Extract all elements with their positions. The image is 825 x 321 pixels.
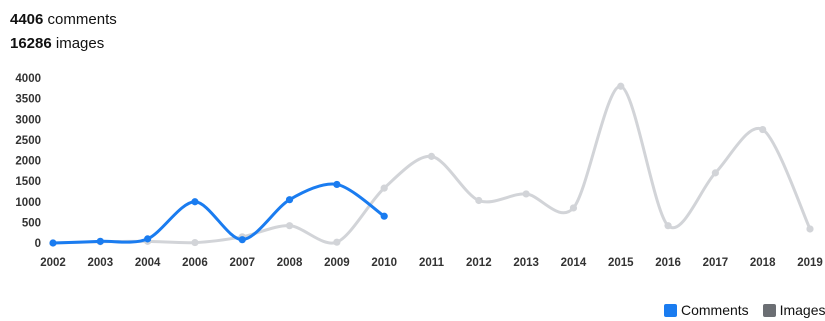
x-tick-label-2009: 2009 — [324, 257, 350, 269]
point-comments-2004[interactable] — [144, 235, 152, 243]
point-comments-2002[interactable] — [49, 239, 57, 247]
y-tick-label-8: 4000 — [15, 73, 41, 85]
point-images-2010[interactable] — [380, 184, 388, 192]
point-comments-2010[interactable] — [380, 212, 388, 220]
x-tick-label-2007: 2007 — [229, 257, 255, 269]
legend-label-images: Images — [779, 302, 825, 318]
images-count: 16286 — [10, 35, 52, 52]
y-tick-label-2: 1000 — [15, 197, 41, 209]
point-images-2014[interactable] — [569, 204, 578, 212]
x-tick-label-2004: 2004 — [135, 257, 161, 269]
point-images-2006[interactable] — [191, 238, 199, 247]
x-tick-label-2018: 2018 — [750, 257, 776, 269]
x-tick-label-2017: 2017 — [703, 257, 729, 269]
legend-swatch-images — [762, 303, 776, 317]
point-comments-2006[interactable] — [191, 198, 199, 206]
y-tick-label-7: 3500 — [15, 94, 41, 106]
point-images-2008[interactable] — [285, 222, 294, 230]
x-tick-label-2019: 2019 — [797, 257, 823, 269]
x-tick-label-2012: 2012 — [466, 257, 492, 269]
chart-legend: Comments Images — [664, 302, 825, 320]
point-images-2012[interactable] — [475, 196, 483, 205]
point-images-2011[interactable] — [427, 152, 436, 160]
point-comments-2009[interactable] — [333, 180, 341, 189]
x-tick-label-2011: 2011 — [419, 257, 445, 269]
point-images-2016[interactable] — [664, 222, 672, 230]
x-tick-label-2006: 2006 — [182, 257, 208, 269]
legend-item-comments[interactable]: Comments — [664, 302, 749, 318]
y-tick-label-3: 1500 — [15, 176, 41, 188]
x-tick-label-2013: 2013 — [513, 257, 539, 269]
y-tick-label-0: 0 — [35, 238, 41, 250]
legend-item-images[interactable]: Images — [762, 302, 825, 318]
legend-label-comments: Comments — [681, 302, 749, 318]
y-tick-label-5: 2500 — [15, 135, 41, 147]
point-comments-2007[interactable] — [238, 236, 246, 244]
point-images-2017[interactable] — [711, 169, 719, 177]
series-line-comments — [51, 182, 386, 245]
point-images-2013[interactable] — [522, 190, 530, 198]
point-comments-2008[interactable] — [285, 196, 294, 204]
x-tick-label-2015: 2015 — [608, 257, 634, 269]
images-label: images — [55, 35, 105, 52]
point-images-2015[interactable] — [617, 82, 625, 90]
stats-summary: 4406 comments 16286 images — [10, 8, 117, 56]
point-images-2009[interactable] — [333, 238, 341, 246]
y-tick-label-4: 2000 — [15, 156, 41, 168]
comments-label: comments — [47, 11, 117, 28]
images-stat: 16286 images — [10, 32, 117, 56]
y-tick-label-6: 3000 — [15, 114, 41, 126]
x-tick-label-2008: 2008 — [277, 257, 303, 269]
x-tick-label-2010: 2010 — [371, 257, 397, 269]
comments-stat: 4406 comments — [10, 8, 117, 32]
point-comments-2003[interactable] — [96, 237, 104, 245]
series-line-images — [51, 84, 812, 245]
activity-line-chart: 0 500 1000 1500 2000 2500 3000 3500 4000 2002 2003… — [15, 73, 823, 269]
x-tick-label-2016: 2016 — [655, 257, 681, 269]
x-tick-label-2002: 2002 — [40, 257, 66, 269]
y-tick-label-1: 500 — [22, 217, 41, 229]
legend-swatch-comments — [664, 303, 677, 317]
point-images-2019[interactable] — [806, 225, 814, 233]
comments-count: 4406 — [10, 11, 44, 28]
x-tick-label-2003: 2003 — [88, 257, 114, 269]
point-images-2018[interactable] — [759, 125, 767, 134]
x-tick-label-2014: 2014 — [561, 257, 587, 269]
